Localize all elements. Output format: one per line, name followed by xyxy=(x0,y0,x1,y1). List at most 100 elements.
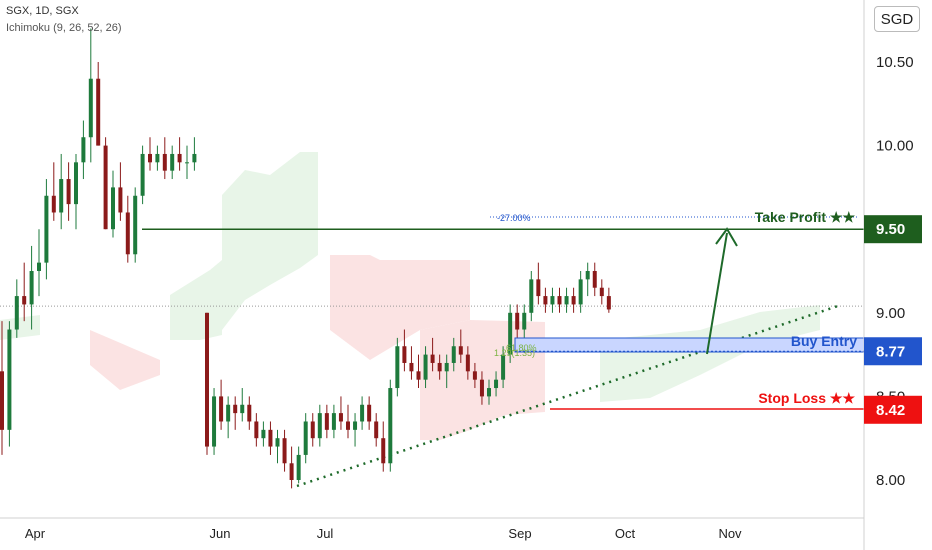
candle-body xyxy=(14,296,19,330)
candle-body xyxy=(501,354,506,380)
price-badge-value: 8.42 xyxy=(876,402,905,419)
candle-body xyxy=(289,463,294,480)
candle-body xyxy=(571,296,576,305)
time-tick-label: Jul xyxy=(317,526,334,541)
candle-body xyxy=(233,404,238,414)
stop-loss-label: Stop Loss ★★ xyxy=(758,390,855,406)
candle-body xyxy=(81,137,86,163)
time-tick-label: Oct xyxy=(615,526,636,541)
candle-body xyxy=(254,421,259,439)
buy-entry-label: Buy Entry xyxy=(791,333,857,349)
candle-body xyxy=(133,195,138,255)
cloud-area xyxy=(170,260,222,340)
time-tick-label: Nov xyxy=(718,526,742,541)
candle-body xyxy=(515,312,520,330)
candle-body xyxy=(155,153,160,163)
candle-body xyxy=(346,421,350,430)
candle-body xyxy=(508,312,513,355)
candle-body xyxy=(487,388,491,397)
candle-body xyxy=(388,388,393,464)
candle-body xyxy=(374,421,379,439)
time-tick-label: Jun xyxy=(210,526,231,541)
candle-body xyxy=(465,354,470,372)
take-profit-label: Take Profit ★★ xyxy=(755,209,856,225)
candle-body xyxy=(140,153,145,196)
candle-body xyxy=(564,296,569,305)
candle-body xyxy=(338,413,343,422)
candle-body xyxy=(88,78,93,138)
candle-body xyxy=(247,404,252,422)
candle-body xyxy=(111,187,115,230)
indicator-title[interactable]: Ichimoku (9, 26, 52, 26) xyxy=(6,22,122,34)
candle-body xyxy=(360,404,365,422)
candle-body xyxy=(125,212,130,255)
candle-body xyxy=(494,379,499,389)
candle-body xyxy=(451,346,456,363)
candle-body xyxy=(479,379,484,397)
symbol-title: SGX, 1D, SGX xyxy=(6,5,79,17)
candle-body xyxy=(423,354,428,380)
candle-body xyxy=(96,78,101,146)
candle-body xyxy=(353,421,358,430)
fib-ratio-label: 1.29(1.35) xyxy=(494,348,535,358)
candle-body xyxy=(226,404,231,422)
candle-body xyxy=(275,438,280,447)
candle-body xyxy=(550,296,555,305)
candle-body xyxy=(205,312,209,447)
candle-body xyxy=(118,187,123,213)
ichimoku-cloud xyxy=(0,152,820,440)
candle-body xyxy=(66,179,71,205)
candle-body xyxy=(282,438,287,464)
candle-body xyxy=(529,279,534,313)
price-tick-label: 10.50 xyxy=(876,54,914,71)
cloud-area xyxy=(330,255,470,360)
candle-body xyxy=(51,195,56,213)
candle-body xyxy=(310,421,315,439)
candle-body xyxy=(402,346,407,363)
candle-body xyxy=(192,153,197,163)
candle-body xyxy=(37,262,41,271)
candle-body xyxy=(557,296,562,305)
cloud-area xyxy=(0,315,40,340)
candle-body xyxy=(212,396,217,447)
candle-body xyxy=(536,279,541,297)
candle-body xyxy=(367,404,372,422)
price-badge xyxy=(864,337,922,366)
candle-body xyxy=(177,153,182,163)
candle-body xyxy=(240,404,245,414)
candle-body xyxy=(0,371,4,430)
time-axis[interactable]: Apr Jun Jul Sep Oct Nov xyxy=(0,517,864,541)
candle-body xyxy=(162,153,167,171)
price-tick-label: 9.00 xyxy=(876,305,905,322)
candle-body xyxy=(59,179,64,213)
candle-body xyxy=(578,279,583,305)
candle-body xyxy=(458,346,463,355)
candle-body xyxy=(268,429,273,447)
candle-body xyxy=(409,362,414,372)
candle-body xyxy=(74,162,78,205)
fib-retrace-label: 61.80% xyxy=(506,343,537,353)
cloud-area xyxy=(90,330,160,390)
cloud-area xyxy=(222,152,318,330)
trendline-layer xyxy=(0,304,864,488)
time-tick-label: Sep xyxy=(508,526,531,541)
candle-body xyxy=(219,396,224,422)
fib-extension-label: -27.00% xyxy=(497,213,531,223)
candle-body xyxy=(185,162,189,164)
candle-body xyxy=(317,413,322,439)
candle-body xyxy=(416,371,421,380)
target-arrowhead xyxy=(715,227,738,247)
candle-body xyxy=(472,371,477,380)
candle-body xyxy=(103,145,108,230)
price-tick-label: 10.00 xyxy=(876,138,914,155)
candle-body xyxy=(522,312,527,330)
candle-body xyxy=(599,287,604,297)
candle-body xyxy=(331,413,336,430)
currency-button[interactable]: SGD xyxy=(874,6,920,32)
cloud-area xyxy=(600,305,820,402)
candle-body xyxy=(592,271,597,288)
candle-body xyxy=(303,421,308,455)
candle-body xyxy=(430,354,435,363)
